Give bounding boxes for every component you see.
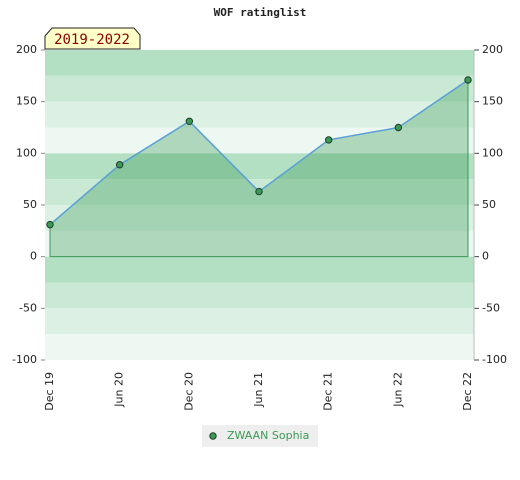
y-tick-label: -100 xyxy=(12,353,37,366)
y2-tick-label: 0 xyxy=(482,250,489,263)
band xyxy=(45,101,474,128)
marker xyxy=(324,136,333,144)
y2-tick-label: 100 xyxy=(482,146,503,159)
band xyxy=(45,256,474,283)
band xyxy=(45,127,474,154)
band xyxy=(45,230,474,257)
y-tick-label: 200 xyxy=(16,43,37,56)
y2-tick-label: -50 xyxy=(482,301,500,314)
chart-title: WOF ratinglist xyxy=(214,6,307,19)
band xyxy=(45,50,474,76)
annotation-text: 2019-2022 xyxy=(54,32,130,48)
x-tick-label: Dec 20 xyxy=(182,372,195,411)
y2-tick-label: 50 xyxy=(482,198,496,211)
annotation-box xyxy=(44,27,141,50)
marker xyxy=(464,76,472,84)
legend-label: ZWAAN Sophia xyxy=(227,429,309,442)
band xyxy=(45,75,474,102)
x-tick-label: Dec 22 xyxy=(461,372,474,411)
marker xyxy=(115,161,124,169)
band xyxy=(45,205,474,231)
band xyxy=(45,308,474,335)
legend-box xyxy=(202,425,318,447)
y-tick-label: 150 xyxy=(16,95,37,108)
x-tick-label: Jun 21 xyxy=(252,372,265,408)
y2-tick-label: 200 xyxy=(482,43,503,56)
legend-marker xyxy=(209,432,217,440)
y-tick-label: 0 xyxy=(30,250,37,263)
marker xyxy=(394,123,403,132)
marker xyxy=(46,220,54,229)
x-tick-label: Dec 21 xyxy=(322,372,335,411)
x-tick-label: Jun 20 xyxy=(113,372,126,408)
marker xyxy=(255,187,263,196)
band xyxy=(45,334,474,360)
y2-tick-label: -100 xyxy=(482,353,507,366)
marker xyxy=(185,117,194,126)
y-tick-label: -50 xyxy=(19,301,37,314)
x-tick-label: Dec 19 xyxy=(43,372,56,411)
annotation: 2019-2022 xyxy=(44,27,141,50)
y-tick-label: 50 xyxy=(23,198,37,211)
y2-tick-label: 150 xyxy=(482,95,503,108)
band xyxy=(45,282,474,309)
x-tick-label: Jun 22 xyxy=(391,372,404,408)
y-tick-label: 100 xyxy=(16,146,37,159)
